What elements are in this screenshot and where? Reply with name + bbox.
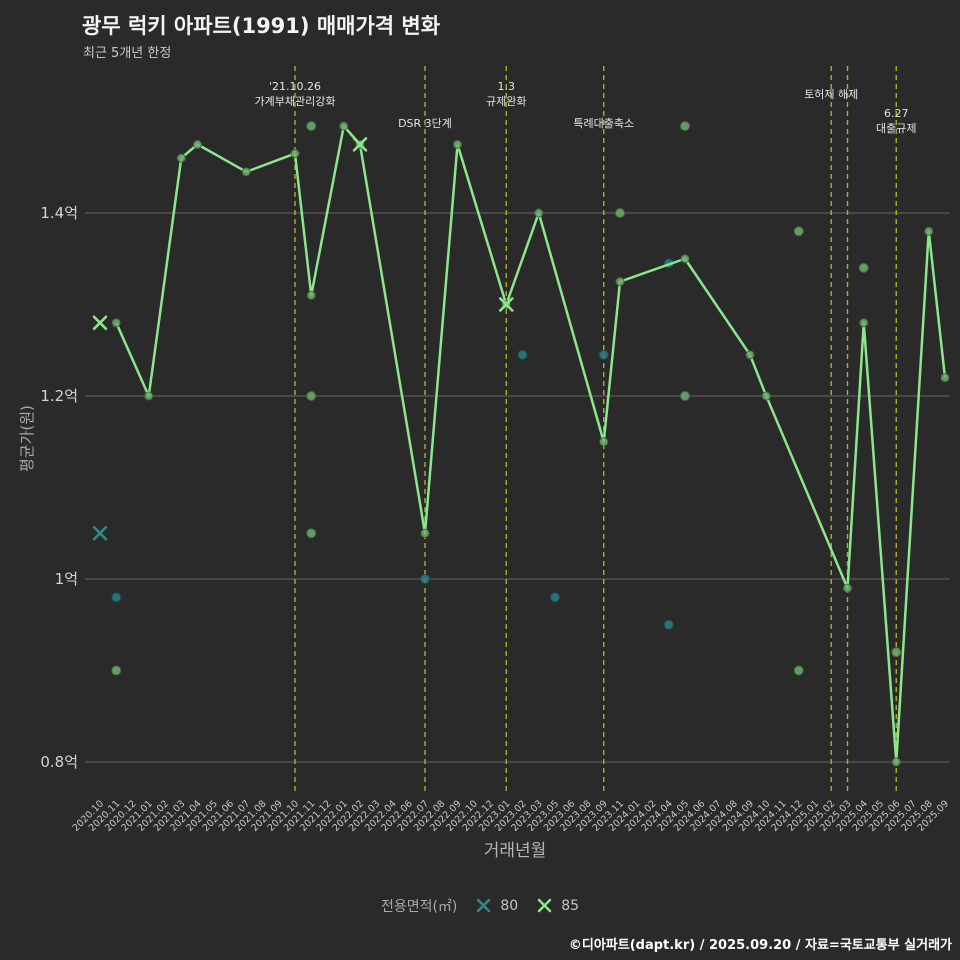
legend-item-85-label: 85 (561, 898, 580, 914)
legend-item-80: 80 (473, 898, 518, 914)
series-85-point (615, 277, 625, 287)
series-85-dot (680, 391, 690, 401)
series-80-dot (550, 592, 560, 603)
y-tick-label: 1.4억 (40, 204, 78, 222)
footer-credit: ©디아파트(dapt.kr) / 2025.09.20 / 자료=국토교통부 실… (568, 938, 952, 953)
series-85-point (193, 139, 202, 149)
event-label: 토허제 해제 (804, 87, 858, 101)
legend-title: 전용면적(㎡) (380, 899, 458, 915)
series-85-point (940, 373, 950, 383)
series-85-point (534, 208, 544, 218)
y-axis-title: 평균가(원) (18, 405, 36, 472)
event-label: 6.27 (884, 107, 909, 120)
event-label: 가계부채관리강화 (255, 95, 336, 108)
series-80-dot (598, 349, 609, 360)
x-axis-title: 거래년월 (483, 841, 547, 861)
series-85-point (599, 437, 609, 447)
series-85-dot (306, 391, 317, 401)
series-85-point (176, 153, 186, 163)
series-80-dot (663, 619, 674, 630)
series-85-x-marker (498, 297, 514, 312)
y-tick-label: 0.8억 (40, 753, 78, 771)
series-85-dot (111, 665, 122, 676)
series-85-dot (680, 121, 690, 132)
series-85-point (290, 149, 300, 159)
series-85-dot (793, 665, 804, 676)
series-85-point (453, 139, 462, 149)
series-80-x-marker (92, 525, 108, 541)
series-85-point (306, 290, 316, 300)
series-85-point (144, 391, 154, 401)
series-85-dot (615, 208, 625, 218)
series-85-dot (858, 262, 869, 273)
series-85-point (843, 583, 852, 593)
event-label: '21.10.26 (269, 80, 321, 93)
series-85-dot (891, 647, 902, 658)
series-85-point (339, 121, 349, 131)
x-marker-85-icon (537, 898, 552, 913)
series-85-point (111, 318, 121, 328)
series-85-line (115, 124, 947, 764)
series-85-point (241, 167, 251, 177)
series-80-dot (111, 592, 122, 603)
chart-title: 광무 럭키 아파트(1991) 매매가격 변화 (82, 14, 441, 38)
chart-subtitle: 최근 5개년 한정 (83, 46, 172, 61)
x-marker-80-icon (477, 898, 491, 913)
series-85-point (859, 318, 869, 328)
series-85-point (420, 528, 430, 538)
event-label: 1.3 (498, 80, 516, 93)
series-85-point (924, 226, 934, 236)
series-85-x-marker (352, 137, 368, 152)
series-85-dot (793, 226, 804, 237)
event-label: 대출규제 (876, 122, 916, 135)
event-label: 특례대출축소 (573, 117, 634, 130)
event-label: 규제완화 (486, 95, 526, 108)
series-80-dot (420, 574, 430, 584)
series-85-dot (306, 528, 317, 539)
series-85-point (891, 757, 901, 767)
series-85-point (761, 391, 771, 401)
series-85-dot (306, 121, 317, 132)
y-tick-label: 1.2억 (40, 387, 78, 405)
y-tick-label: 1억 (55, 570, 78, 588)
series-85-point (745, 350, 755, 360)
event-label: DSR 3단계 (398, 117, 452, 130)
series-80-dot (517, 349, 528, 360)
series-85-x-marker (92, 315, 108, 331)
legend: 전용면적(㎡) 80 85 (0, 896, 960, 916)
legend-item-85: 85 (534, 898, 579, 914)
legend-item-80-label: 80 (500, 898, 519, 914)
series-85-point (680, 254, 690, 264)
